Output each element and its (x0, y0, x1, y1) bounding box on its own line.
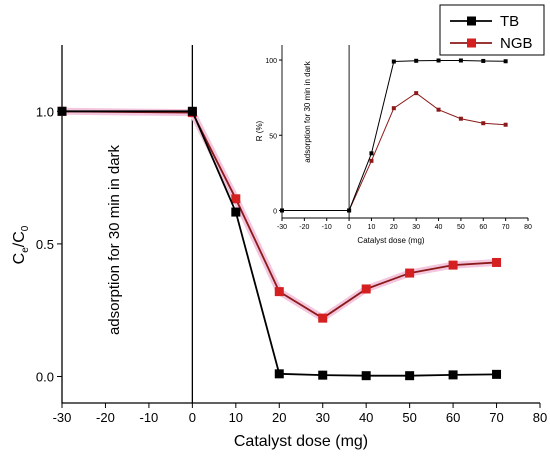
inset-xtick-label: 60 (479, 224, 487, 231)
inset-xlabel: Catalyst dose (mg) (357, 236, 424, 245)
main-xlabel: Catalyst dose (mg) (234, 433, 368, 450)
inset-marker-ngb (503, 122, 508, 127)
ylabel-slash-c: /C (11, 231, 28, 247)
inset-xtick-label: 40 (435, 224, 443, 231)
inset-ytick-label: 50 (269, 133, 277, 140)
main-xtick-label: 40 (359, 410, 373, 425)
inset-marker-tb (458, 58, 463, 63)
main-ticks: -30 -20 -10 0 10 20 30 40 50 60 70 80 0.0 0.5 1.0 (36, 45, 547, 425)
marker-ngb (318, 313, 328, 323)
marker-tb (231, 207, 241, 217)
inset-xtick-label: 0 (347, 224, 351, 231)
marker-tb (57, 106, 67, 116)
main-xtick-label: 80 (533, 410, 547, 425)
inset-xtick-label: 30 (412, 224, 420, 231)
inset-series (280, 58, 508, 213)
inset-ytick-label: 0 (273, 208, 277, 215)
legend-marker-ngb (467, 38, 476, 48)
inset-marker-tb (481, 58, 486, 63)
main-annotation: adsorption for 30 min in dark (106, 144, 123, 335)
inset-xtick-label: -10 (322, 224, 332, 231)
inset-xtick-label: 10 (368, 224, 376, 231)
main-xtick-label: 10 (229, 410, 243, 425)
inset-xtick-label: 70 (502, 224, 510, 231)
inset-marker-ngb (391, 106, 396, 111)
marker-ngb (361, 284, 371, 294)
inset-axes (281, 45, 528, 219)
inset-xtick-label: -20 (299, 224, 309, 231)
marker-tb (187, 106, 197, 116)
series-line-tb (62, 110, 497, 377)
inset-marker-tb (503, 59, 508, 64)
main-xtick-label: 20 (272, 410, 286, 425)
inset-marker-tb (391, 59, 396, 64)
legend-box (439, 4, 545, 56)
inset-xtick-label: -30 (277, 224, 287, 231)
main-xtick-label: 70 (489, 410, 503, 425)
marker-ngb (448, 260, 458, 270)
inset-marker-ngb (414, 91, 419, 96)
main-xtick-label: 60 (446, 410, 460, 425)
marker-tb (361, 371, 371, 381)
marker-ngb (492, 257, 502, 267)
legend-label-tb: TB (500, 13, 519, 30)
legend: TB NGB (439, 4, 545, 56)
ngb-glow (61, 107, 497, 322)
main-ytick-label: 0.0 (36, 369, 54, 384)
inset-marker-tb (347, 208, 352, 213)
inset-ytick-label: 100 (265, 58, 277, 65)
main-ylabel: Ce/C0 (11, 225, 31, 264)
inset-xtick-label: 80 (524, 224, 532, 231)
main-ytick-label: 1.0 (36, 104, 54, 119)
ylabel-sub-e: e (20, 247, 31, 253)
inset-marker-tb (414, 58, 419, 63)
marker-ngb (405, 268, 415, 278)
legend-marker-tb (467, 16, 476, 26)
inset-marker-tb (369, 151, 374, 156)
main-xtick-label: -20 (96, 410, 115, 425)
marker-tb (318, 370, 328, 380)
inset-marker-ngb (458, 116, 463, 121)
main-xtick-label: 30 (315, 410, 329, 425)
inset-ylabel: R (%) (255, 120, 264, 141)
inset-marker-ngb (436, 107, 441, 112)
main-xtick-label: 50 (402, 410, 416, 425)
legend-label-ngb: NGB (500, 35, 533, 52)
inset-line-ngb (282, 92, 506, 211)
inset-marker-ngb (369, 158, 374, 163)
marker-tb (448, 370, 458, 380)
inset-annotation: adsorption for 30 min in dark (303, 60, 312, 162)
inset-xtick-label: 50 (457, 224, 465, 231)
main-xtick-label: 0 (189, 410, 196, 425)
inset-line-tb (282, 59, 506, 211)
main-ytick-label: 0.5 (36, 237, 54, 252)
ylabel-sub-0: 0 (20, 225, 31, 231)
marker-tb (492, 369, 502, 379)
marker-ngb (231, 194, 241, 204)
inset-marker-tb (280, 208, 284, 213)
inset-marker-tb (436, 58, 441, 63)
main-xtick-label: -30 (53, 410, 72, 425)
inset-chart: -30 -20 -10 0 10 20 30 40 50 60 70 80 0 50 100 adsorpt… (255, 45, 532, 245)
ylabel-c: C (11, 253, 28, 265)
inset-marker-ngb (481, 121, 486, 126)
marker-tb (274, 369, 284, 379)
marker-tb (405, 371, 415, 381)
inset-ticks: -30 -20 -10 0 10 20 30 40 50 60 70 80 0 50 100 (265, 45, 532, 231)
main-series (57, 106, 502, 381)
main-xtick-label: -10 (140, 410, 159, 425)
inset-xtick-label: 20 (390, 224, 398, 231)
marker-ngb (274, 287, 284, 297)
